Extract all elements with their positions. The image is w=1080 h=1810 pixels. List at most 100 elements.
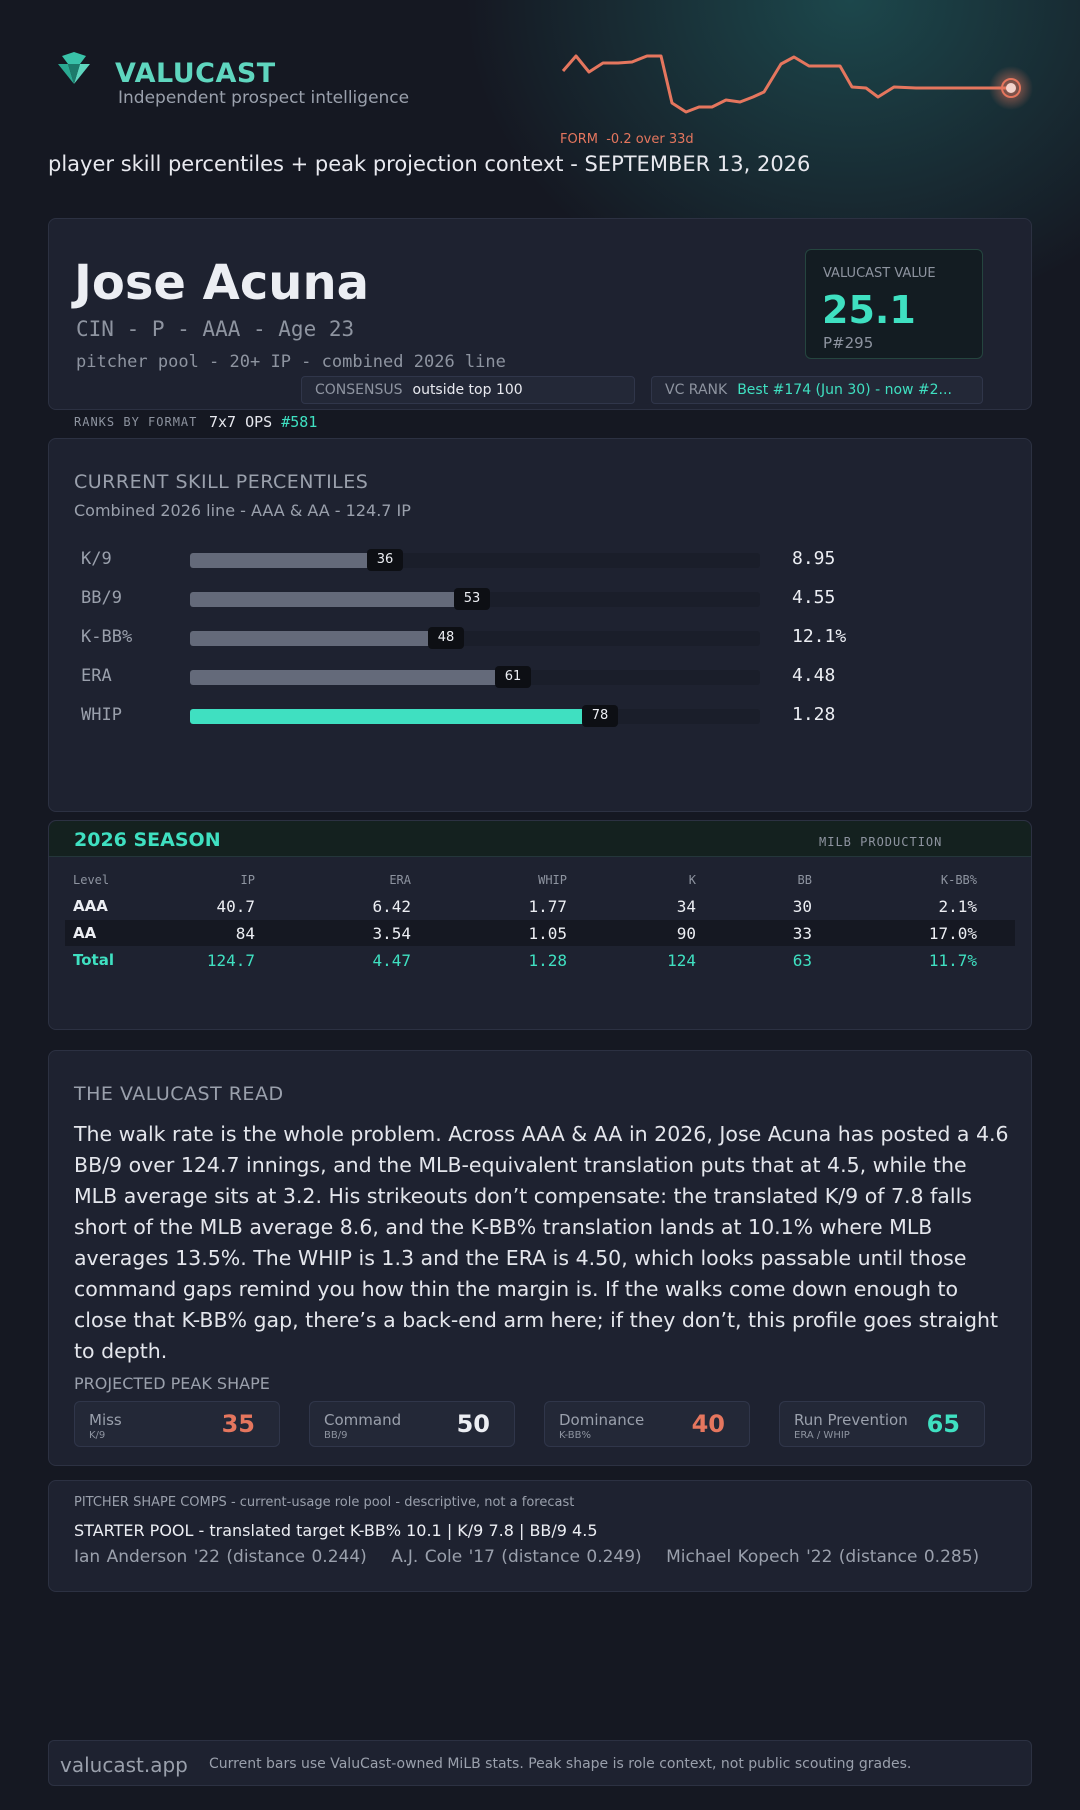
table-cell: 1.28 (528, 951, 567, 970)
comps-header: PITCHER SHAPE COMPS - current-usage role… (74, 1495, 575, 1510)
table-cell: 1.05 (528, 924, 567, 943)
peak-title: PROJECTED PEAK SHAPE (74, 1374, 270, 1393)
skill-value: 4.48 (792, 665, 836, 686)
skill-bar-fill (190, 709, 590, 724)
skill-bar-fill (190, 631, 436, 646)
read-title: THE VALUCAST READ (74, 1083, 284, 1105)
peak-shape-sub: ERA / WHIP (794, 1430, 850, 1441)
table-cell: 30 (792, 897, 812, 916)
player-name: Jose Acuna (74, 255, 370, 311)
table-cell: 33 (792, 924, 812, 943)
table-cell: 11.7% (928, 951, 977, 970)
skill-value: 1.28 (792, 704, 836, 725)
table-cell: 124 (667, 951, 696, 970)
footer-note: Current bars use ValuCast-owned MiLB sta… (209, 1756, 912, 1772)
table-cell: AA (73, 924, 97, 942)
skill-label: ERA (81, 666, 112, 686)
peak-shape-sub: K/9 (89, 1430, 106, 1441)
peak-shape-value: 40 (691, 1410, 725, 1438)
column-header: IP (240, 873, 255, 887)
table-cell: 4.47 (372, 951, 411, 970)
comp-item[interactable]: A.J. Cole '17 (distance 0.249) (391, 1547, 642, 1567)
skill-label: WHIP (81, 705, 122, 725)
column-header: K (688, 873, 696, 887)
column-header: ERA (389, 873, 411, 887)
percentile-badge: 48 (428, 627, 464, 649)
formats-label: RANKS BY FORMAT (74, 415, 198, 429)
consensus-label: CONSENSUS (315, 382, 403, 398)
consensus-pill: CONSENSUS outside top 100 (301, 376, 635, 404)
format-rank[interactable]: 7x7 OPS #581 (209, 413, 317, 431)
brand-tagline: Independent prospect intelligence (118, 88, 410, 108)
skill-value: 12.1% (792, 626, 847, 647)
format-rank-value: #581 (281, 413, 318, 431)
column-header: BB (797, 873, 812, 887)
peak-shape-name: Miss (89, 1411, 122, 1429)
column-header: WHIP (538, 873, 567, 887)
vc-rank-label: VC RANK (665, 382, 728, 398)
peak-shape-sub: K-BB% (559, 1430, 591, 1441)
table-cell: Total (73, 951, 114, 969)
table-cell: AAA (73, 897, 108, 915)
form-label-value: -0.2 over 33d (606, 132, 694, 147)
peak-shape-tile: Run Prevention ERA / WHIP 65 (779, 1401, 985, 1447)
form-label-key: FORM (560, 132, 598, 147)
table-cell: 17.0% (928, 924, 977, 943)
table-row: Total 124.7 4.47 1.28 124 63 11.7% (65, 947, 1015, 973)
skills-title: CURRENT SKILL PERCENTILES (74, 471, 369, 493)
form-sparkline (561, 54, 1033, 114)
peak-shape-sub: BB/9 (324, 1430, 348, 1441)
season-tag: MILB PRODUCTION (819, 835, 943, 849)
column-header: Level (73, 873, 110, 887)
form-label: FORM -0.2 over 33d (560, 132, 694, 147)
value-rank: P#295 (823, 334, 874, 352)
peak-shape-name: Command (324, 1411, 402, 1429)
skill-label: K-BB% (81, 627, 133, 647)
table-cell: 3.54 (372, 924, 411, 943)
brand-name[interactable]: VALUCAST (115, 58, 276, 89)
table-cell: 40.7 (216, 897, 255, 916)
table-header-row: Level IP ERA WHIP K BB K-BB% (65, 865, 1015, 891)
skill-bar-fill (190, 592, 462, 607)
comp-item[interactable]: Ian Anderson '22 (distance 0.244) (74, 1547, 367, 1567)
peak-shape-value: 50 (456, 1410, 490, 1438)
read-panel: THE VALUCAST READ The walk rate is the w… (48, 1050, 1032, 1466)
peak-shape-value: 35 (221, 1410, 255, 1438)
skill-bar-fill (190, 670, 503, 685)
read-body: The walk rate is the whole problem. Acro… (74, 1122, 1009, 1363)
peak-shape-name: Dominance (559, 1411, 645, 1429)
skill-bar-track: 53 (190, 588, 760, 610)
vc-rank-pill: VC RANK Best #174 (Jun 30) - now #2... (651, 376, 983, 404)
comps-list: Ian Anderson '22 (distance 0.244) A.J. C… (74, 1547, 997, 1567)
consensus-value: outside top 100 (412, 382, 523, 398)
column-header: K-BB% (940, 873, 977, 887)
skill-bar-track: 36 (190, 549, 760, 571)
percentile-badge: 53 (454, 588, 490, 610)
player-meta: CIN - P - AAA - Age 23 (76, 317, 355, 341)
comp-item[interactable]: Michael Kopech '22 (distance 0.285) (666, 1547, 980, 1567)
table-cell: 63 (792, 951, 812, 970)
value-label: VALUCAST VALUE (823, 266, 936, 281)
format-name: 7x7 OPS (209, 413, 273, 431)
player-card: Jose Acuna CIN - P - AAA - Age 23 pitche… (48, 218, 1032, 410)
table-cell: 124.7 (206, 951, 255, 970)
peak-shape-tile: Command BB/9 50 (309, 1401, 515, 1447)
valucast-logo-icon (54, 50, 94, 90)
skill-bar-track: 48 (190, 627, 760, 649)
peak-shape-tile: Miss K/9 35 (74, 1401, 280, 1447)
percentile-badge: 61 (495, 666, 531, 688)
table-cell: 84 (235, 924, 255, 943)
percentile-badge: 78 (582, 705, 618, 727)
vc-rank-value: Best #174 (Jun 30) - now #2... (737, 382, 952, 398)
table-cell: 6.42 (372, 897, 411, 916)
page-headline: player skill percentiles + peak projecti… (48, 152, 811, 176)
footer-site-link[interactable]: valucast.app (60, 1753, 188, 1777)
value-number: 25.1 (822, 288, 916, 332)
comps-panel: PITCHER SHAPE COMPS - current-usage role… (48, 1480, 1032, 1592)
table-cell: 2.1% (938, 897, 977, 916)
table-row: AA 84 3.54 1.05 90 33 17.0% (65, 920, 1015, 946)
peak-shape-value: 65 (926, 1410, 960, 1438)
table-cell: 34 (676, 897, 696, 916)
player-pool: pitcher pool - 20+ IP - combined 2026 li… (76, 352, 506, 372)
skills-subtitle: Combined 2026 line - AAA & AA - 124.7 IP (74, 501, 411, 520)
